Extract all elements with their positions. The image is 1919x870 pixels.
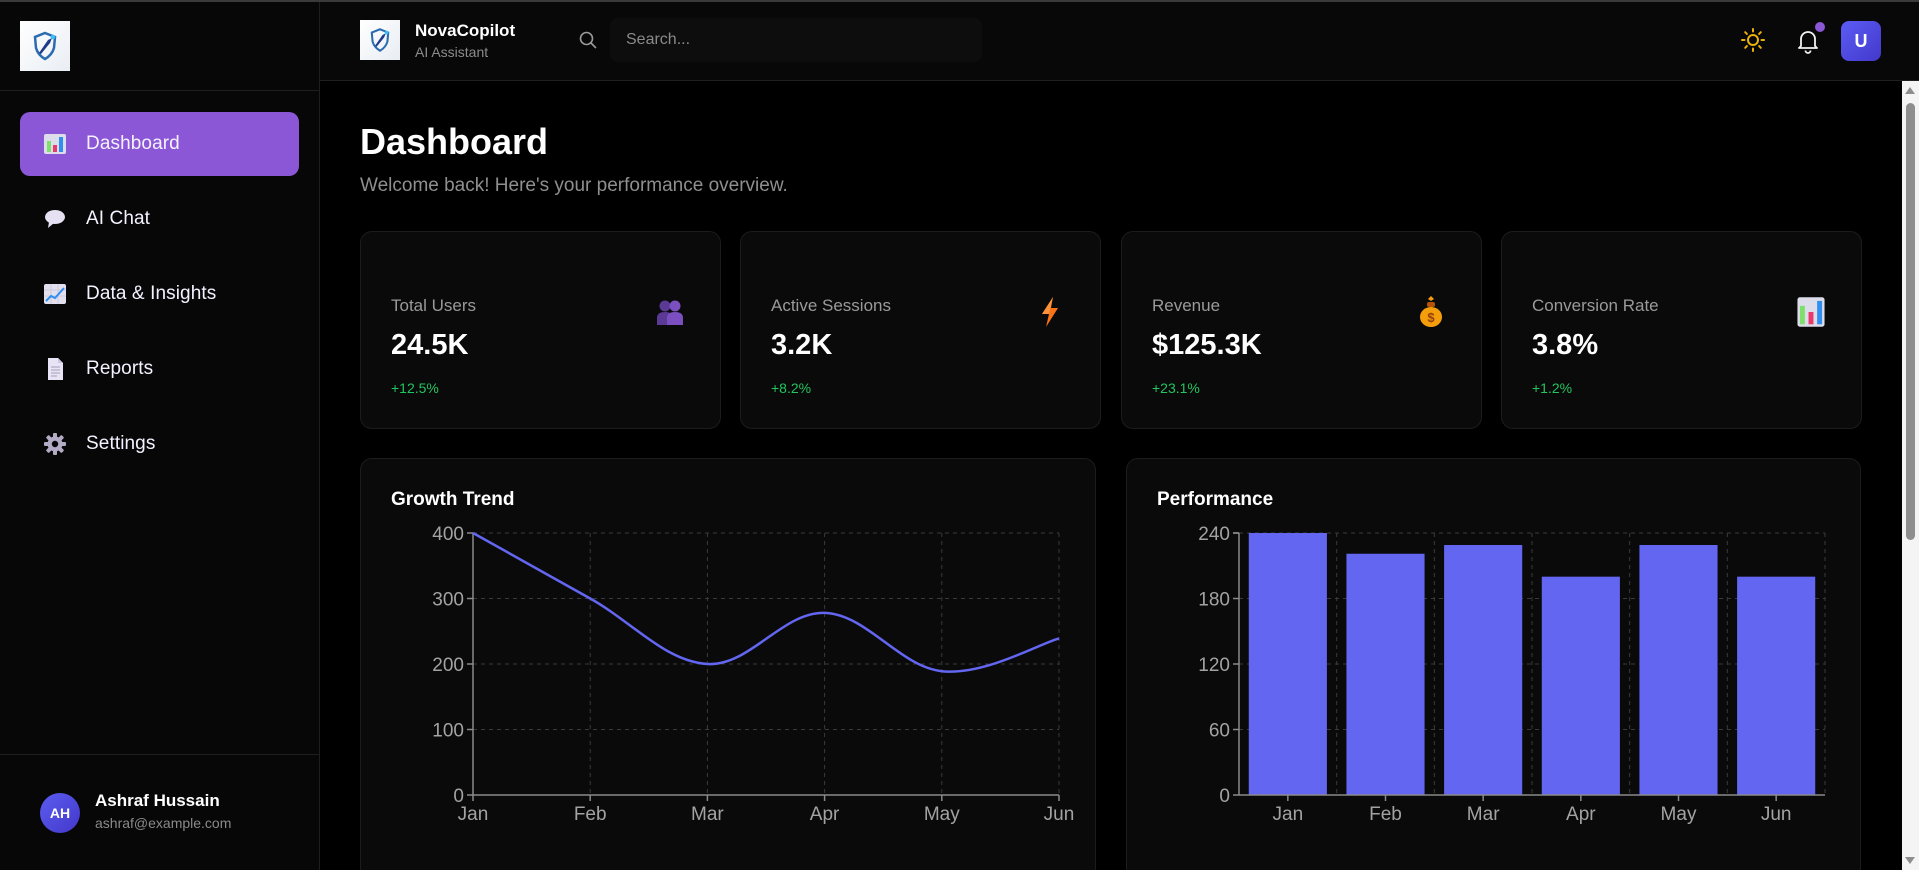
svg-text:$: $ [1427, 310, 1435, 325]
sun-icon[interactable] [1740, 27, 1766, 53]
performance-chart: 0 60 120 180 240 Jan Feb Mar Apr May Jun [1198, 524, 1826, 825]
stat-label: Conversion Rate [1532, 296, 1659, 315]
x-tick-label: Jun [1761, 804, 1792, 825]
page-scrollbar[interactable] [1902, 81, 1919, 870]
user-name: Ashraf Hussain [95, 791, 220, 810]
search-icon [579, 31, 597, 49]
stat-delta: +23.1% [1152, 380, 1200, 396]
sidebar-item-ai-chat[interactable]: AI Chat [20, 187, 299, 251]
stat-label: Active Sessions [771, 296, 891, 315]
gear-icon [42, 431, 68, 457]
stat-delta: +1.2% [1532, 380, 1573, 396]
stat-value: $125.3K [1152, 329, 1262, 361]
sidebar-item-label: AI Chat [86, 208, 151, 229]
y-tick-label: 240 [1198, 524, 1230, 545]
y-tick-label: 400 [432, 524, 464, 545]
sidebar-item-reports[interactable]: Reports [20, 337, 299, 401]
x-tick-label: May [924, 804, 960, 825]
y-tick-label: 120 [1198, 655, 1230, 676]
stat-value: 3.2K [771, 329, 833, 361]
growth-trend-card: Growth Trend 0 100 200 300 400 Jan Feb Mar Apr Ma… [360, 458, 1096, 870]
x-tick-label: Jan [458, 804, 489, 825]
speech-bubble-icon [42, 206, 68, 232]
y-tick-label: 100 [432, 721, 464, 742]
sidebar-item-label: Settings [86, 433, 156, 454]
bar [1541, 576, 1620, 795]
brand-subtitle: AI Assistant [415, 44, 489, 60]
scrollbar-thumb[interactable] [1906, 103, 1915, 540]
sidebar-item-dashboard[interactable]: Dashboard [20, 112, 299, 176]
x-tick-label: Apr [1566, 804, 1596, 825]
stat-card-active-sessions: Active Sessions 3.2K +8.2% [740, 231, 1101, 429]
sidebar-item-label: Reports [86, 358, 154, 379]
x-tick-label: Jan [1273, 804, 1304, 825]
y-tick-label: 0 [1219, 786, 1230, 807]
page-title: Dashboard [360, 121, 549, 162]
top-header: NovaCopilot AI Assistant U [320, 0, 1919, 81]
stat-card-revenue: Revenue $125.3K +23.1% $ [1121, 231, 1482, 429]
main-content: Dashboard Welcome back! Here's your perf… [320, 81, 1902, 870]
bar [1737, 576, 1816, 795]
scroll-down-arrow-icon[interactable] [1905, 857, 1915, 864]
x-tick-label: May [1661, 804, 1697, 825]
trending-chart-icon [42, 281, 68, 307]
stat-label: Total Users [391, 296, 477, 315]
notification-badge [1815, 22, 1825, 32]
y-tick-label: 60 [1209, 721, 1230, 742]
users-icon [654, 296, 686, 328]
stat-card-conversion-rate: Conversion Rate 3.8% +1.2% [1501, 231, 1862, 429]
x-tick-label: Apr [810, 804, 840, 825]
user-email: ashraf@example.com [95, 815, 232, 831]
brand-name: NovaCopilot [415, 21, 516, 40]
money-bag-icon: $ [1415, 296, 1447, 328]
x-tick-label: Mar [691, 804, 724, 825]
lightning-icon [1034, 296, 1066, 328]
x-tick-label: Jun [1044, 804, 1075, 825]
bar-chart-icon [1795, 296, 1827, 328]
window-top-border [0, 0, 1919, 2]
sidebar-item-data-insights[interactable]: Data & Insights [20, 262, 299, 326]
bell-icon[interactable] [1794, 27, 1822, 55]
stat-card-total-users: Total Users 24.5K +12.5% [360, 231, 721, 429]
search-input[interactable] [610, 18, 982, 62]
stat-delta: +8.2% [771, 380, 812, 396]
header-logo[interactable] [360, 20, 400, 60]
stat-delta: +12.5% [391, 380, 439, 396]
y-tick-label: 180 [1198, 590, 1230, 611]
y-tick-label: 300 [432, 590, 464, 611]
app-logo[interactable] [20, 21, 70, 71]
page-subtitle: Welcome back! Here's your performance ov… [360, 175, 788, 196]
bar [1639, 545, 1718, 795]
sidebar: Dashboard AI Chat Data & Insights Report… [0, 0, 320, 870]
sidebar-item-settings[interactable]: Settings [20, 412, 299, 476]
user-avatar: AH [40, 793, 80, 833]
bar [1444, 545, 1523, 795]
x-tick-label: Feb [1369, 804, 1402, 825]
document-icon [42, 356, 68, 382]
sidebar-item-label: Data & Insights [86, 283, 217, 304]
scroll-up-arrow-icon[interactable] [1905, 87, 1915, 94]
header-user-avatar[interactable]: U [1841, 21, 1881, 61]
sidebar-nav: Dashboard AI Chat Data & Insights Report… [20, 112, 299, 487]
stat-value: 3.8% [1532, 329, 1599, 361]
stat-label: Revenue [1152, 296, 1221, 315]
shield-rocket-logo-icon [370, 28, 390, 52]
bar-chart-icon [42, 131, 68, 157]
chart-title: Growth Trend [391, 489, 515, 510]
growth-series-line [472, 531, 1060, 673]
sidebar-logo-area [0, 0, 319, 91]
x-tick-label: Feb [574, 804, 607, 825]
bar [1346, 553, 1425, 795]
chart-title: Performance [1157, 489, 1274, 510]
stat-value: 24.5K [391, 329, 469, 361]
shield-rocket-logo-icon [33, 31, 57, 61]
sidebar-item-label: Dashboard [86, 133, 180, 154]
y-tick-label: 200 [432, 655, 464, 676]
performance-card: Performance 0 60 120 180 240 Jan Feb Mar Apr May J… [1126, 458, 1861, 870]
y-tick-label: 0 [453, 786, 464, 807]
growth-trend-chart: 0 100 200 300 400 Jan Feb Mar Apr May Jun [432, 524, 1075, 825]
bar [1248, 533, 1327, 795]
sidebar-user-profile[interactable]: AH Ashraf Hussain ashraf@example.com [0, 754, 319, 870]
x-tick-label: Mar [1467, 804, 1500, 825]
